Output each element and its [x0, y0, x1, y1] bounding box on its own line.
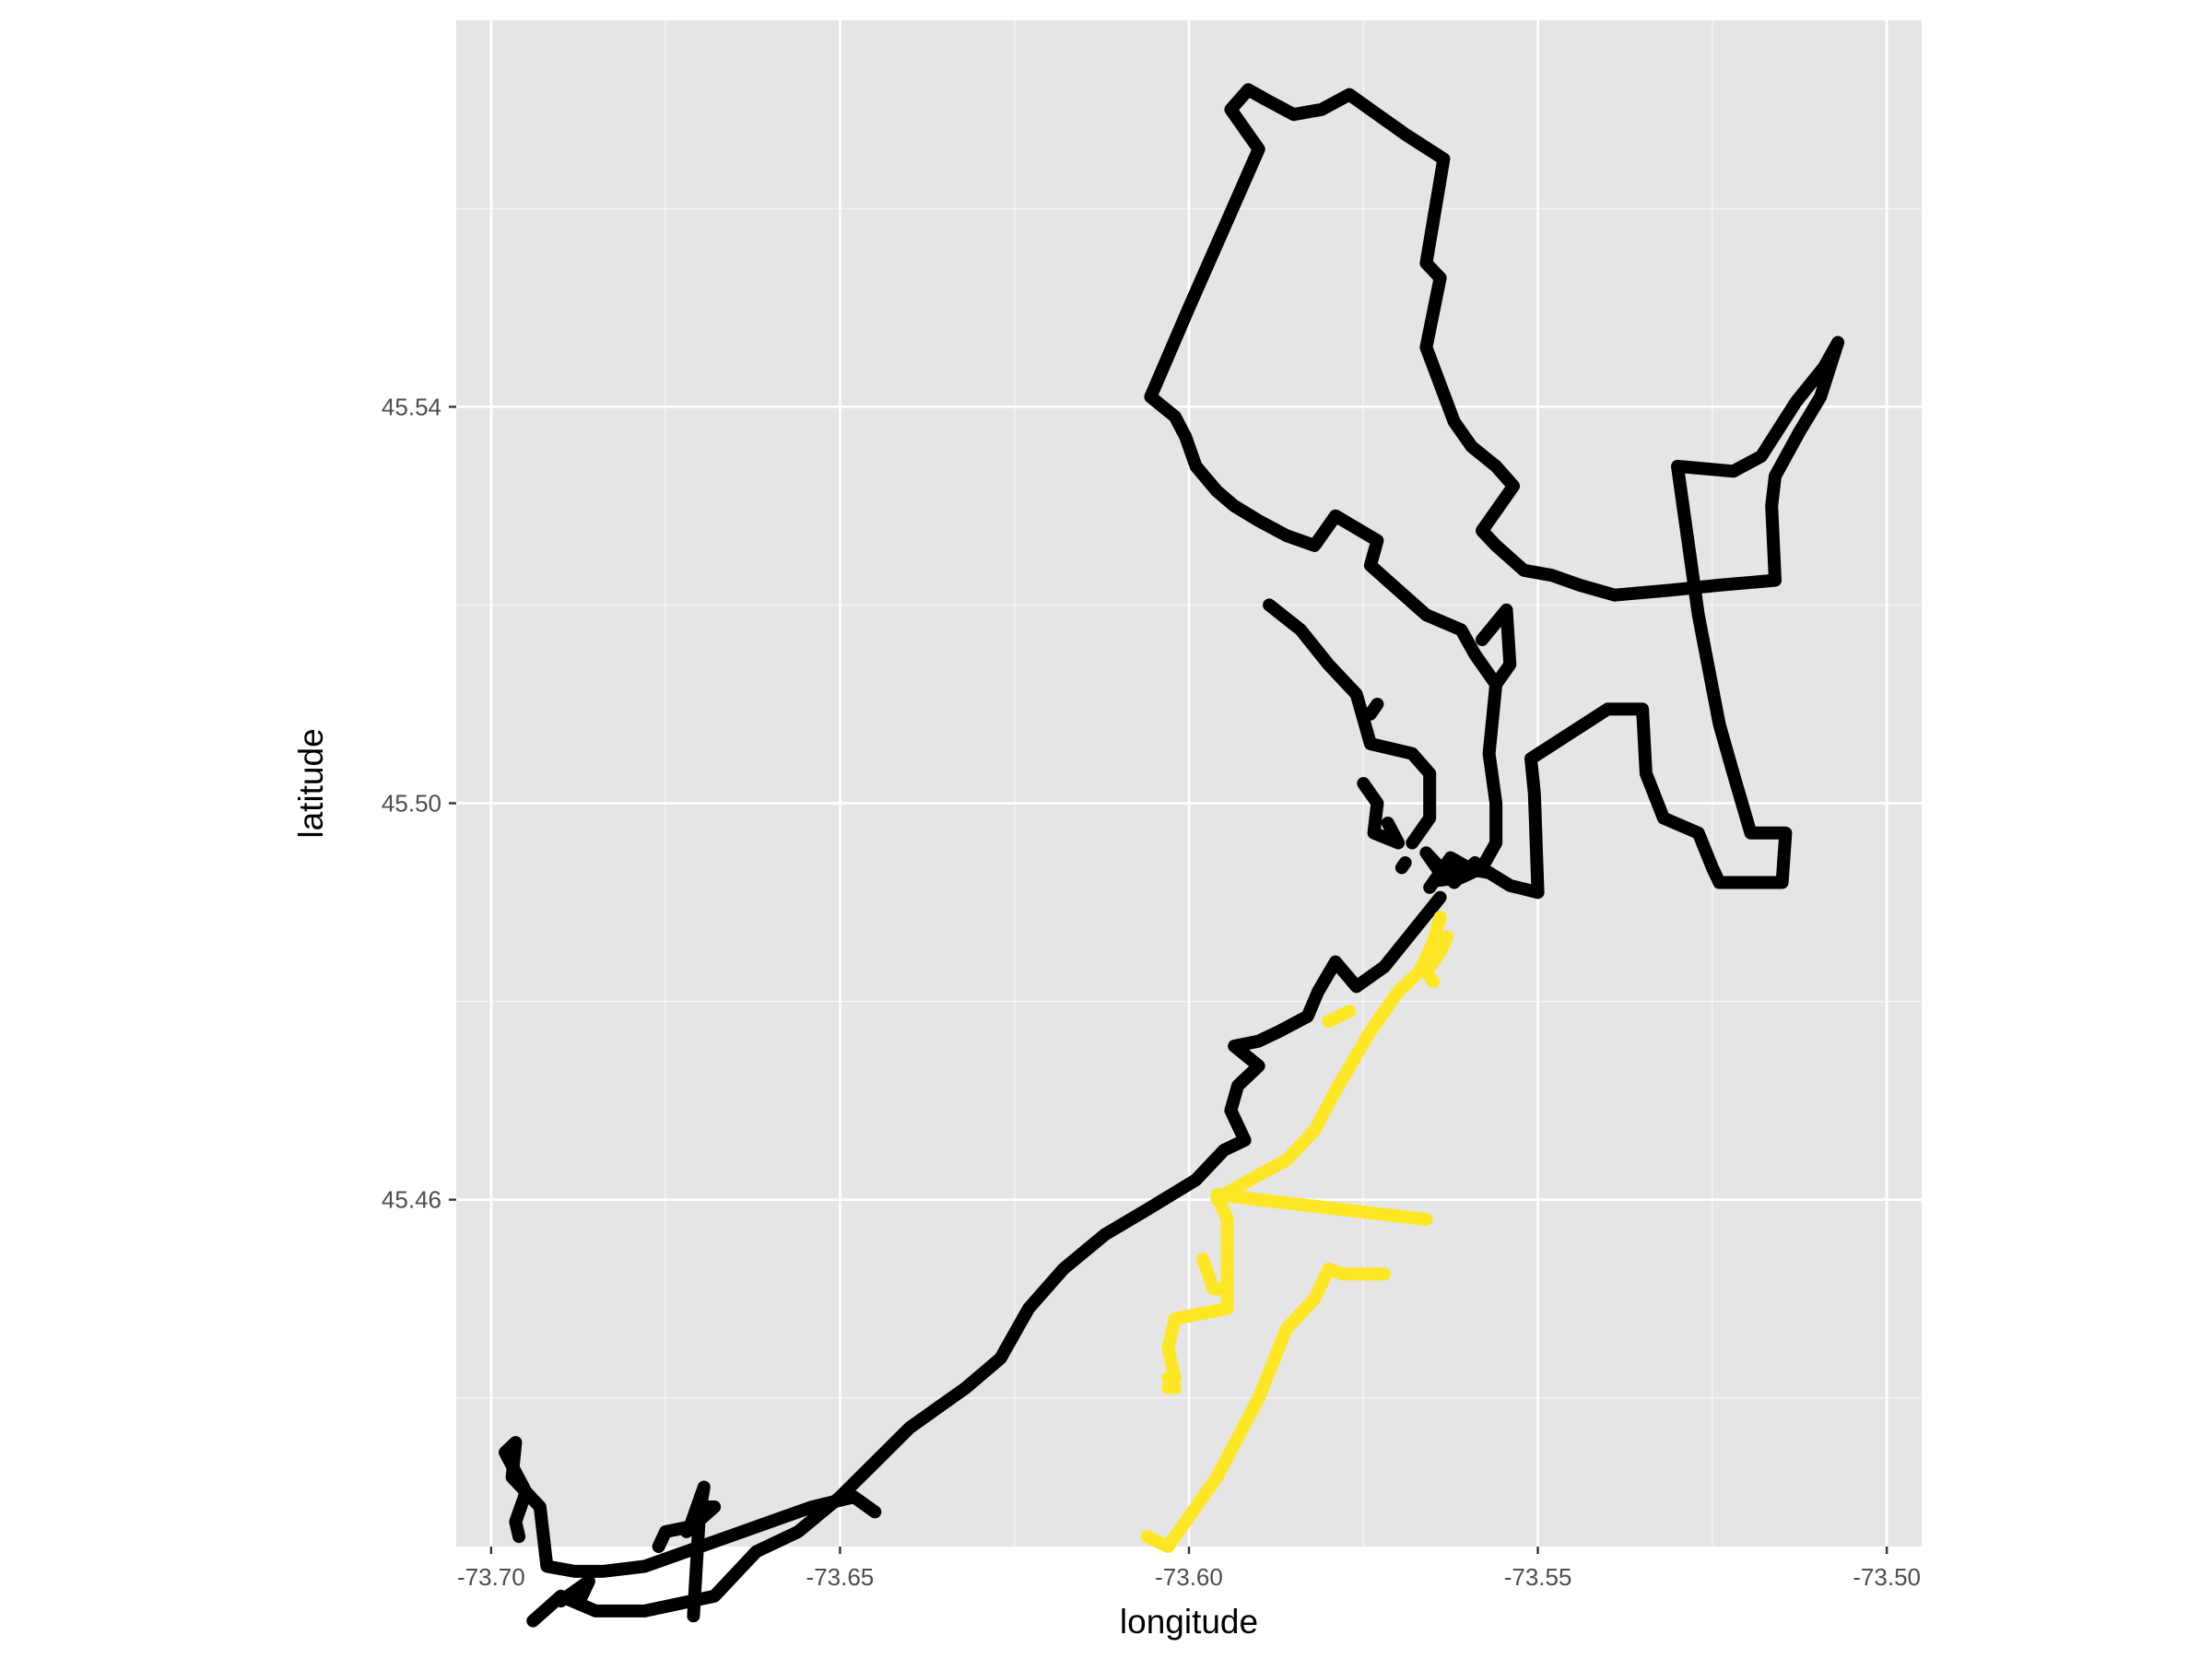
track-path: [1419, 846, 1482, 894]
track-path: [1357, 777, 1406, 850]
track-path: [1161, 1371, 1182, 1394]
y-tick-label: 45.54: [382, 393, 441, 420]
series-1: [1140, 911, 1454, 1553]
series-layer: [499, 83, 1845, 1628]
track-path: [652, 1480, 722, 1553]
x-tick-label: -73.70: [457, 1563, 525, 1591]
y-axis-title: latitude: [292, 728, 330, 838]
track-path: [1322, 1005, 1357, 1029]
x-tick-label: -73.55: [1504, 1563, 1572, 1591]
x-axis-title: longitude: [1120, 1603, 1258, 1641]
x-tick-label: -73.60: [1155, 1563, 1223, 1591]
track-path: [1394, 856, 1412, 875]
x-tick-labels: -73.70 -73.65 -73.60 -73.55 -73.50: [457, 1563, 1921, 1591]
axis-ticks: [449, 406, 1888, 1554]
track-path: [1196, 1253, 1234, 1296]
track-path: [1210, 1188, 1433, 1227]
track-path: [1140, 1262, 1391, 1553]
track-path: [526, 890, 1447, 1628]
track-path: [1144, 83, 1845, 900]
series-0: [499, 83, 1845, 1628]
y-tick-label: 45.50: [382, 790, 441, 818]
major-gridlines: [456, 20, 1922, 1547]
x-tick-label: -73.65: [806, 1563, 875, 1591]
y-tick-labels: 45.46 45.50 45.54: [382, 393, 441, 1213]
track-path: [1363, 698, 1384, 721]
track-path: [1161, 1188, 1234, 1394]
track-path: [1419, 930, 1454, 989]
track-path: [1210, 911, 1447, 1206]
x-tick-label: -73.50: [1853, 1563, 1921, 1591]
y-tick-label: 45.46: [382, 1186, 441, 1214]
track-path: [499, 1436, 882, 1578]
track-path: [1263, 598, 1437, 850]
track-path: [554, 1574, 595, 1608]
track-path: [1476, 603, 1517, 691]
